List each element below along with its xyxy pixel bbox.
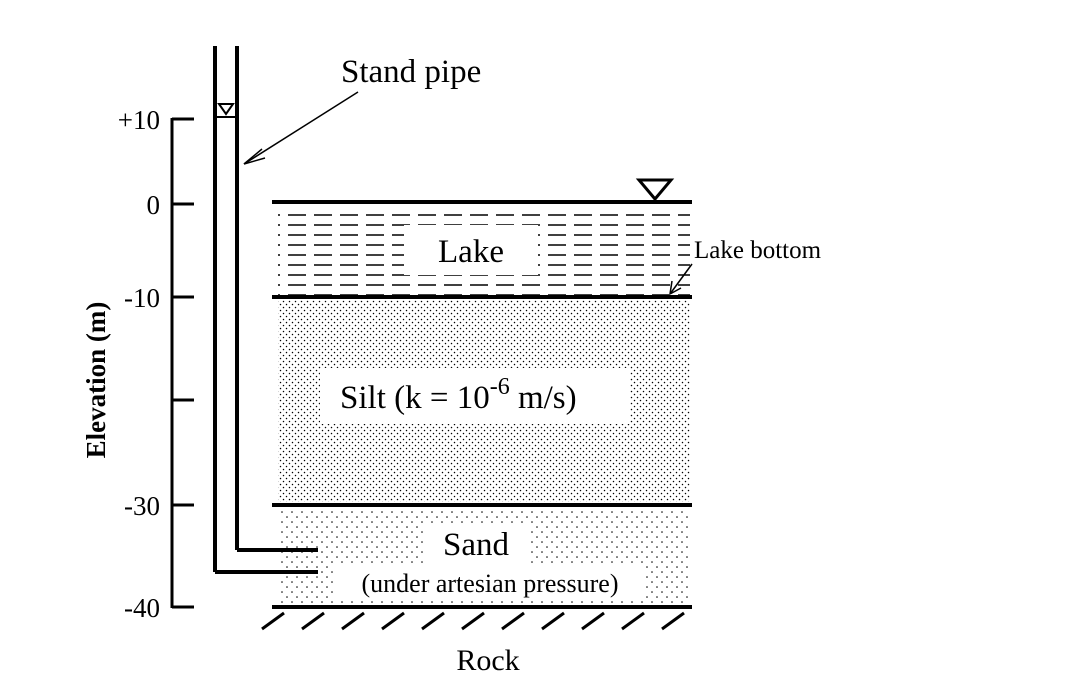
rock-hatching	[261, 611, 685, 631]
lake-label-box	[404, 225, 538, 275]
tick-label-minus40: -40	[124, 593, 160, 623]
tick-label-minus30: -30	[124, 491, 160, 521]
silt-label: Silt (k = 10-6 m/s)	[340, 374, 577, 416]
stand-pipe-arrow	[243, 91, 359, 165]
axis-title: Elevation (m)	[81, 302, 111, 459]
silt-label-unit: m/s)	[510, 380, 577, 416]
elevation-axis: +10 0 -10 -30 -40 Elevation (m)	[81, 105, 194, 623]
tick-label-minus10: -10	[124, 283, 160, 313]
rock-label: Rock	[456, 644, 519, 677]
sand-sublabel-box	[336, 566, 646, 600]
sand-sublabel: (under artesian pressure)	[362, 569, 619, 598]
stand-pipe-arrowhead	[243, 148, 266, 165]
silt-label-box	[320, 368, 630, 424]
lake-label: Lake	[438, 234, 504, 270]
lake-bottom-arrow	[669, 263, 693, 295]
sand-label: Sand	[443, 527, 510, 563]
lake-bottom-label: Lake bottom	[694, 237, 822, 264]
stand-pipe	[213, 46, 318, 574]
lake-bottom-arrowhead	[669, 280, 682, 295]
sand-label-box	[426, 524, 530, 564]
tick-label-plus10: +10	[118, 105, 160, 135]
tick-label-0: 0	[147, 190, 161, 220]
silt-label-exponent: -6	[490, 374, 510, 400]
pipe-water-level-icon	[217, 103, 235, 116]
stand-pipe-label: Stand pipe	[341, 54, 481, 90]
silt-label-main: Silt (k = 10	[340, 380, 490, 416]
lake-water-level-icon	[635, 178, 675, 202]
